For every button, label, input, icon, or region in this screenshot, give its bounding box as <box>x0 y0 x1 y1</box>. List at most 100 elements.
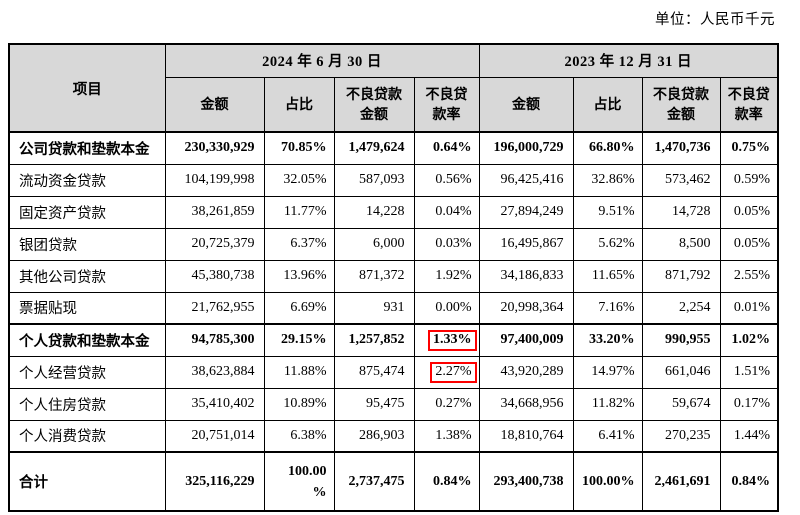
data-cell: 871,792 <box>641 259 721 293</box>
data-cell: 45,380,738 <box>164 259 265 293</box>
data-cell: 0.05% <box>719 195 779 229</box>
data-cell: 871,372 <box>333 259 415 293</box>
data-cell: 0.27% <box>413 387 480 421</box>
data-cell: 196,000,729 <box>478 131 574 165</box>
data-cell: 1,479,624 <box>333 131 415 165</box>
data-cell: 0.00% <box>413 291 480 325</box>
data-cell: 1,257,852 <box>333 323 415 357</box>
highlight-box: 1.33% <box>428 329 477 351</box>
column-header-npl-amount-2024: 不良贷款 金额 <box>333 76 415 133</box>
unit-label: 单位：人民币千元 <box>655 12 775 28</box>
data-cell: 59,674 <box>641 387 721 421</box>
data-cell: 6,000 <box>333 227 415 261</box>
data-cell: 0.84% <box>719 451 779 512</box>
table-row-personal-housing-loans: 个人住房贷款 35,410,402 10.89% 95,475 0.27% 34… <box>8 387 779 421</box>
table-row-personal-consumption-loans: 个人消费贷款 20,751,014 6.38% 286,903 1.38% 18… <box>8 419 779 453</box>
data-cell: 16,495,867 <box>478 227 574 261</box>
column-header-npl-ratio-2023: 不良贷 款率 <box>719 76 779 133</box>
table-row-other-corporate-loans: 其他公司贷款 45,380,738 13.96% 871,372 1.92% 3… <box>8 259 779 293</box>
data-cell: 1.92% <box>413 259 480 293</box>
column-header-amount-2024: 金额 <box>164 76 265 133</box>
data-cell: 1.51% <box>719 355 779 389</box>
data-cell: 21,762,955 <box>164 291 265 325</box>
data-cell: 11.88% <box>263 355 335 389</box>
data-cell: 14,728 <box>641 195 721 229</box>
column-header-npl-amount-2023: 不良贷款 金额 <box>641 76 721 133</box>
column-header-amount-2023: 金额 <box>478 76 574 133</box>
data-cell: 104,199,998 <box>164 163 265 197</box>
data-cell: 9.51% <box>572 195 643 229</box>
data-cell: 661,046 <box>641 355 721 389</box>
data-cell: 20,751,014 <box>164 419 265 453</box>
data-cell: 875,474 <box>333 355 415 389</box>
data-cell: 0.03% <box>413 227 480 261</box>
data-cell: 11.77% <box>263 195 335 229</box>
data-cell: 230,330,929 <box>164 131 265 165</box>
data-cell: 0.04% <box>413 195 480 229</box>
data-cell: 0.64% <box>413 131 480 165</box>
data-cell: 13.96% <box>263 259 335 293</box>
table-row-fixed-asset-loans: 固定资产贷款 38,261,859 11.77% 14,228 0.04% 27… <box>8 195 779 229</box>
data-cell: 270,235 <box>641 419 721 453</box>
data-cell: 27,894,249 <box>478 195 574 229</box>
row-label: 银团贷款 <box>8 227 166 261</box>
data-cell: 573,462 <box>641 163 721 197</box>
column-header-npl-ratio-2024: 不良贷 款率 <box>413 76 480 133</box>
column-header-ratio-2023: 占比 <box>572 76 643 133</box>
data-cell: 95,475 <box>333 387 415 421</box>
data-cell: 286,903 <box>333 419 415 453</box>
data-cell: 14,228 <box>333 195 415 229</box>
row-label: 流动资金贷款 <box>8 163 166 197</box>
data-cell: 1.02% <box>719 323 779 357</box>
data-cell: 34,668,956 <box>478 387 574 421</box>
data-cell: 1,470,736 <box>641 131 721 165</box>
row-label: 合计 <box>8 451 166 512</box>
data-cell: 11.65% <box>572 259 643 293</box>
data-cell: 7.16% <box>572 291 643 325</box>
data-cell: 32.05% <box>263 163 335 197</box>
row-label: 个人消费贷款 <box>8 419 166 453</box>
data-cell: 18,810,764 <box>478 419 574 453</box>
table-row-total: 合计 325,116,229 100.00 % 2,737,475 0.84% … <box>8 451 779 512</box>
highlight-box: 2.27% <box>430 361 477 383</box>
data-cell: 325,116,229 <box>164 451 265 512</box>
data-cell: 11.82% <box>572 387 643 421</box>
data-cell: 94,785,300 <box>164 323 265 357</box>
data-cell-highlighted: 2.27% <box>413 355 480 389</box>
table-row-personal-business-loans: 个人经营贷款 38,623,884 11.88% 875,474 2.27% 4… <box>8 355 779 389</box>
data-cell: 97,400,009 <box>478 323 574 357</box>
data-cell: 33.20% <box>572 323 643 357</box>
data-cell: 29.15% <box>263 323 335 357</box>
column-header-ratio-2024: 占比 <box>263 76 335 133</box>
data-cell: 0.84% <box>413 451 480 512</box>
data-cell: 32.86% <box>572 163 643 197</box>
data-cell: 34,186,833 <box>478 259 574 293</box>
row-label: 个人贷款和垫款本金 <box>8 323 166 357</box>
loan-quality-table: 项目 2024 年 6 月 30 日 2023 年 12 月 31 日 金额 占… <box>8 43 779 512</box>
data-cell: 20,725,379 <box>164 227 265 261</box>
data-cell: 0.17% <box>719 387 779 421</box>
table-row-syndicated-loans: 银团贷款 20,725,379 6.37% 6,000 0.03% 16,495… <box>8 227 779 261</box>
row-label: 个人经营贷款 <box>8 355 166 389</box>
data-cell: 2,737,475 <box>333 451 415 512</box>
data-cell: 1.38% <box>413 419 480 453</box>
column-header-period-2023: 2023 年 12 月 31 日 <box>478 43 779 78</box>
data-cell: 35,410,402 <box>164 387 265 421</box>
data-cell: 6.41% <box>572 419 643 453</box>
data-cell: 66.80% <box>572 131 643 165</box>
data-cell: 6.37% <box>263 227 335 261</box>
data-cell: 20,998,364 <box>478 291 574 325</box>
data-cell: 0.59% <box>719 163 779 197</box>
table-row-corporate-loans: 公司贷款和垫款本金 230,330,929 70.85% 1,479,624 0… <box>8 131 779 165</box>
row-label: 固定资产贷款 <box>8 195 166 229</box>
data-cell: 14.97% <box>572 355 643 389</box>
row-label: 其他公司贷款 <box>8 259 166 293</box>
table-row-working-capital-loans: 流动资金贷款 104,199,998 32.05% 587,093 0.56% … <box>8 163 779 197</box>
data-cell: 100.00% <box>572 451 643 512</box>
row-label: 个人住房贷款 <box>8 387 166 421</box>
data-cell: 0.05% <box>719 227 779 261</box>
data-cell: 0.75% <box>719 131 779 165</box>
header-period-row: 项目 2024 年 6 月 30 日 2023 年 12 月 31 日 <box>8 43 779 133</box>
data-cell: 1.44% <box>719 419 779 453</box>
